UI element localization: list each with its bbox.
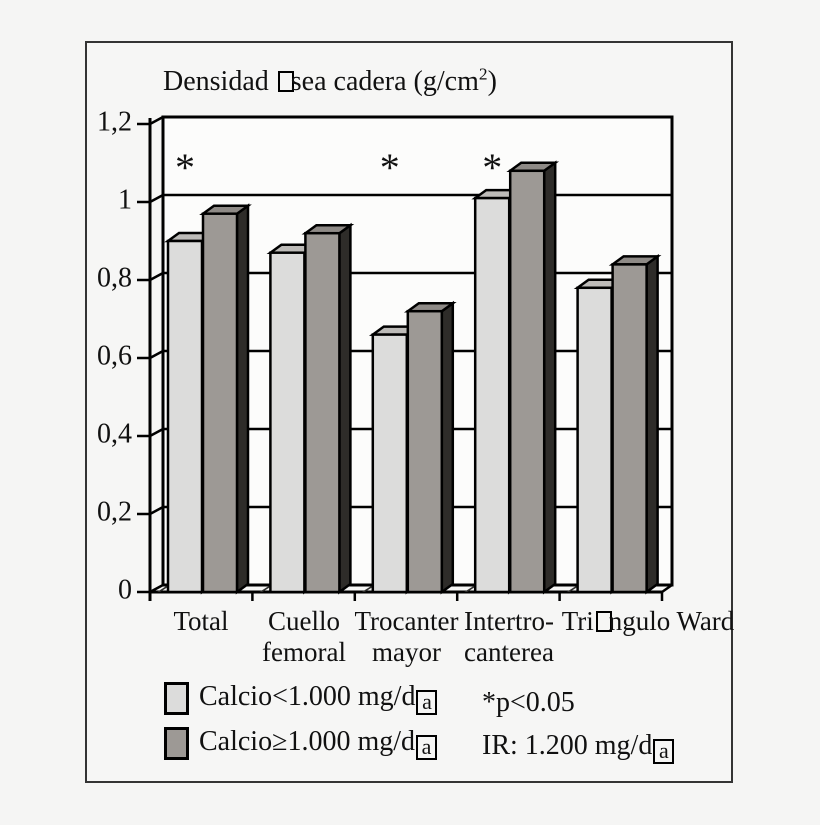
axis-depth-connector — [149, 505, 164, 516]
bar-side-face — [542, 160, 557, 595]
x-category-label-line: canterea — [464, 637, 554, 667]
legend-item-calcio-lt-1000: Calcio<1.000 mg/d a — [164, 681, 438, 715]
significance-asterisk: * — [175, 145, 195, 190]
x-category-label-line: Cuello — [268, 606, 340, 636]
x-category-label-line: Intertro- — [464, 606, 554, 636]
x-category-label-line: mayor — [372, 637, 441, 667]
bar-front-face — [201, 212, 239, 594]
bar-front-face — [304, 231, 341, 594]
missing-glyph-box — [595, 611, 612, 632]
x-category-label: Tri ngulo Ward — [548, 606, 748, 637]
x-category-label: Cuello femoral — [204, 606, 404, 668]
legend-label: Calcio≥1.000 mg/d a — [199, 726, 438, 760]
significance-asterisk: * — [482, 145, 503, 190]
legend-swatch-light — [164, 681, 189, 715]
bar-front-face — [508, 169, 546, 594]
x-category-label: Intertro-canterea — [409, 606, 609, 668]
missing-glyph-box: a — [416, 690, 438, 715]
bar-front-face — [406, 309, 444, 594]
x-category-label-line: Total — [173, 606, 229, 636]
bar-front-face — [371, 333, 409, 594]
legend-label: Calcio<1.000 mg/d a — [199, 681, 438, 715]
bar-front-face — [269, 251, 306, 594]
x-category-label-line: Trocanter — [354, 606, 459, 636]
missing-glyph-box: a — [416, 735, 438, 760]
y-tick-label: 0 — [118, 574, 132, 606]
bar-front-face — [166, 239, 204, 594]
bar-front-face — [473, 196, 511, 594]
x-category-label: Total — [101, 606, 301, 637]
legend-item-calcio-ge-1000: Calcio≥1.000 mg/d a — [164, 726, 438, 760]
y-tick-label: 0,6 — [97, 340, 132, 372]
y-tick-label: 0,2 — [97, 496, 132, 528]
bar-front-face — [611, 263, 648, 594]
axis-depth-connector — [149, 427, 164, 438]
x-category-label-line: femoral — [262, 637, 346, 667]
bar-side-face — [645, 253, 659, 595]
floor-depth-edge — [661, 583, 673, 594]
y-tick-label: 0,8 — [97, 262, 132, 294]
axis-depth-connector — [149, 349, 164, 360]
axis-depth-connector — [149, 115, 164, 126]
y-tick-label: 0,4 — [97, 418, 132, 450]
bar-front-face — [576, 286, 613, 594]
missing-glyph-box — [277, 71, 294, 92]
p-value-note: *p<0.05 — [482, 687, 575, 718]
significance-asterisk: * — [379, 145, 400, 190]
bar-side-face — [235, 203, 250, 595]
ir-note: IR: 1.200 mg/d a — [482, 730, 675, 764]
x-category-label-line: Tri ngulo Ward — [561, 606, 735, 636]
axis-depth-connector — [149, 193, 164, 204]
y-tick-label: 1 — [118, 184, 132, 216]
legend-swatch-dark — [164, 726, 189, 760]
chart-title: Densidad sea cadera (g/cm2) — [163, 64, 497, 97]
axis-depth-connector — [149, 271, 164, 282]
x-category-label: Trocanter mayor — [307, 606, 507, 668]
y-tick-label: 1,2 — [97, 106, 132, 138]
bar-side-face — [338, 222, 352, 595]
bar-side-face — [440, 300, 455, 595]
missing-glyph-box: a — [653, 739, 675, 764]
